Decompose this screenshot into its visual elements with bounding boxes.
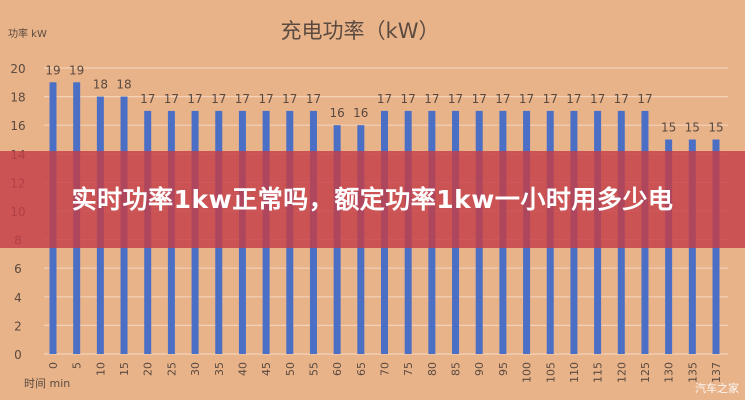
y-tick-label: 4 <box>14 291 22 305</box>
data-label: 17 <box>448 92 463 106</box>
x-tick-label: 0 <box>47 362 60 369</box>
y-tick-label: 18 <box>10 91 25 105</box>
data-label: 17 <box>401 92 416 106</box>
x-tick-label: 125 <box>639 362 652 383</box>
y-tick-label: 2 <box>14 319 22 333</box>
x-tick-label: 45 <box>260 362 273 376</box>
x-tick-label: 70 <box>379 362 392 376</box>
data-label: 17 <box>211 92 226 106</box>
data-label: 17 <box>164 92 179 106</box>
data-label: 17 <box>472 92 487 106</box>
x-tick-label: 25 <box>165 362 178 376</box>
data-label: 17 <box>282 92 297 106</box>
x-tick-label: 65 <box>355 362 368 376</box>
x-tick-label: 30 <box>189 362 202 376</box>
x-tick-label: 85 <box>450 362 463 376</box>
x-tick-label: 60 <box>331 362 344 376</box>
x-tick-label: 80 <box>426 362 439 376</box>
x-tick-label: 90 <box>473 362 486 376</box>
headline-banner: 实时功率1kw正常吗，额定功率1kw一小时用多少电 <box>0 151 745 248</box>
headline-text: 实时功率1kw正常吗，额定功率1kw一小时用多少电 <box>71 184 674 214</box>
x-tick-label: 50 <box>284 362 297 376</box>
x-tick-label: 135 <box>686 362 699 383</box>
y-tick-label: 0 <box>14 348 22 362</box>
data-label: 17 <box>519 92 534 106</box>
x-tick-label: 115 <box>592 362 605 383</box>
x-axis-label: 时间 min <box>24 377 70 390</box>
x-tick-label: 75 <box>402 362 415 376</box>
x-tick-label: 5 <box>71 362 84 369</box>
chart-title: 充电功率（kW） <box>281 19 440 43</box>
data-label: 17 <box>614 92 629 106</box>
x-tick-label: 15 <box>118 362 131 376</box>
x-tick-label: 35 <box>213 362 226 376</box>
data-label: 18 <box>116 78 131 92</box>
data-label: 17 <box>187 92 202 106</box>
y-tick-label: 16 <box>10 119 25 133</box>
x-tick-label: 137 <box>710 362 723 383</box>
data-label: 17 <box>140 92 155 106</box>
x-tick-label: 40 <box>236 362 249 376</box>
data-label: 15 <box>708 121 723 135</box>
x-tick-label: 130 <box>663 362 676 383</box>
data-label: 17 <box>566 92 581 106</box>
data-label: 19 <box>45 63 60 77</box>
x-tick-label: 55 <box>307 362 320 376</box>
data-label: 17 <box>495 92 510 106</box>
data-label: 17 <box>235 92 250 106</box>
y-tick-label: 6 <box>14 262 22 276</box>
data-label: 17 <box>258 92 273 106</box>
data-label: 16 <box>353 106 368 120</box>
data-label: 17 <box>306 92 321 106</box>
y-axis-label: 功率 kW <box>8 27 47 40</box>
x-tick-label: 10 <box>94 362 107 376</box>
y-tick-label: 20 <box>10 62 25 76</box>
x-tick-label: 95 <box>497 362 510 376</box>
data-label: 17 <box>543 92 558 106</box>
data-label: 17 <box>377 92 392 106</box>
data-label: 15 <box>685 121 700 135</box>
data-label: 15 <box>661 121 676 135</box>
data-label: 19 <box>69 63 84 77</box>
data-label: 18 <box>93 78 108 92</box>
x-tick-label: 105 <box>544 362 557 383</box>
x-tick-label: 120 <box>615 362 628 383</box>
data-label: 17 <box>424 92 439 106</box>
data-label: 16 <box>330 106 345 120</box>
x-tick-label: 110 <box>568 362 581 383</box>
data-label: 17 <box>637 92 652 106</box>
watermark: 汽车之家 <box>695 382 739 395</box>
x-tick-label: 100 <box>521 362 534 383</box>
data-label: 17 <box>590 92 605 106</box>
x-tick-label: 20 <box>142 362 155 376</box>
